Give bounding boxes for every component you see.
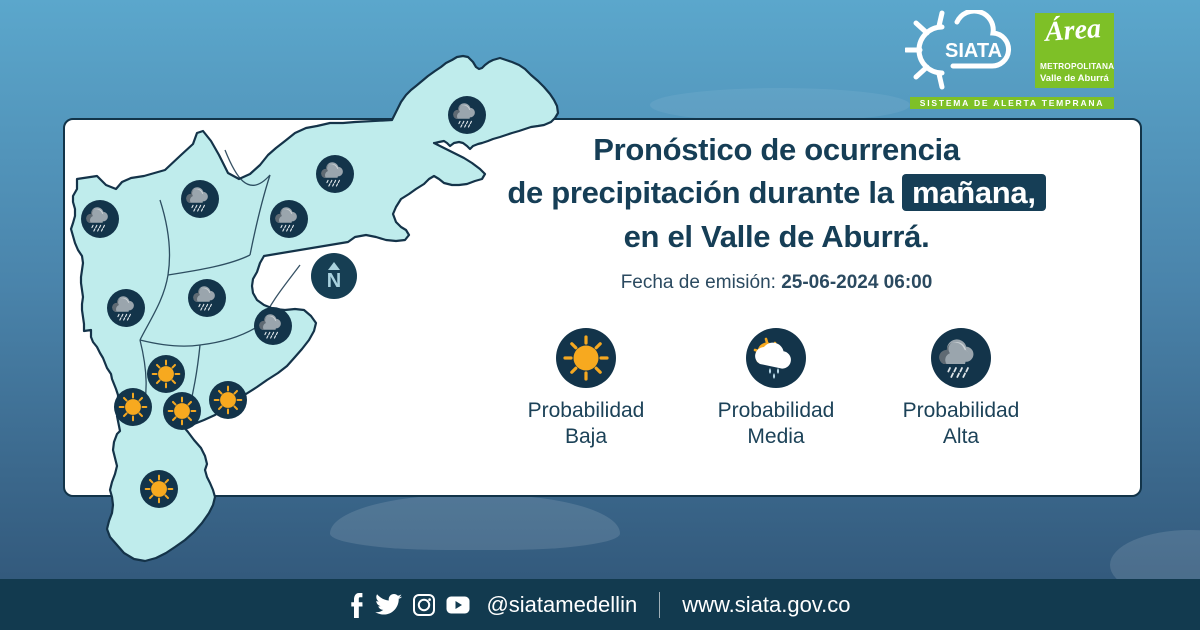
svg-text:SIATA: SIATA xyxy=(945,40,1002,62)
